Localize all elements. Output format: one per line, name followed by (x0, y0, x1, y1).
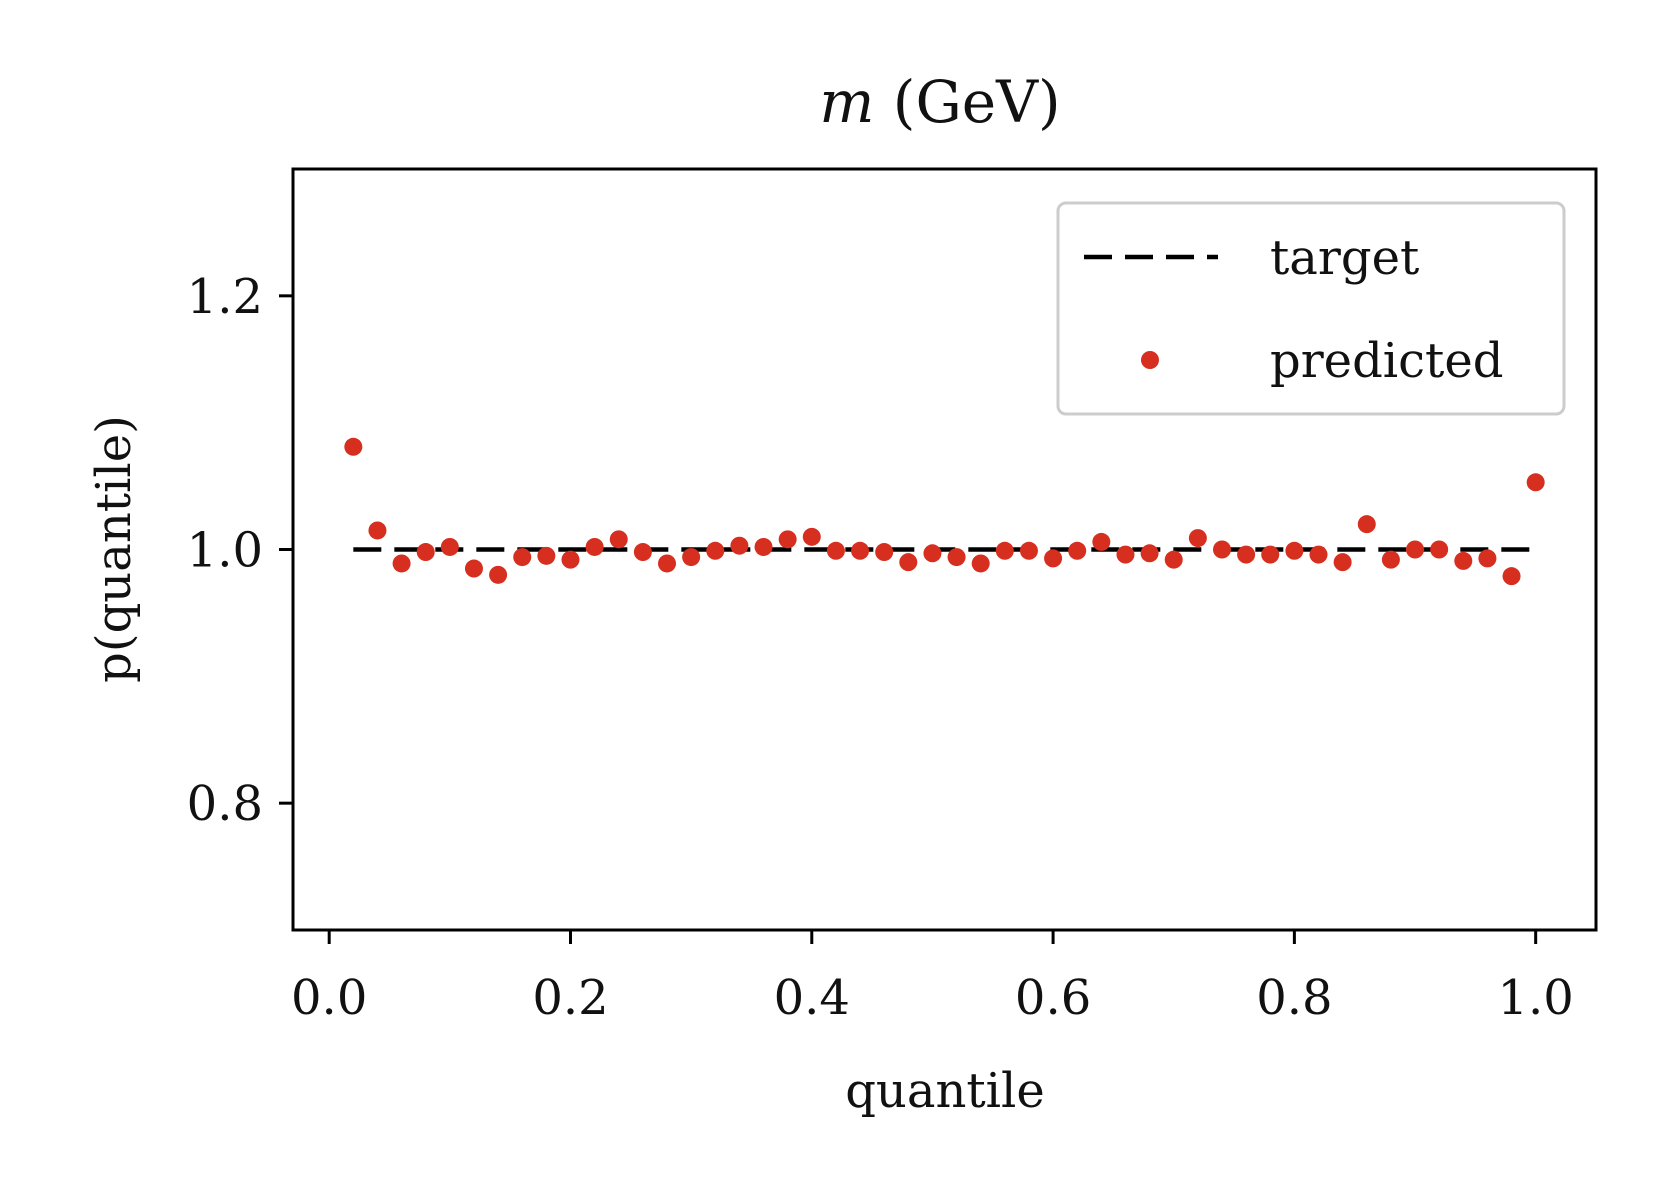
predicted-point (1381, 550, 1400, 569)
predicted-point (1068, 541, 1087, 560)
y-tick-label: 1.2 (187, 269, 263, 325)
predicted-point (537, 546, 556, 565)
predicted-point (1116, 545, 1135, 564)
predicted-point (1019, 541, 1038, 560)
predicted-point (1212, 540, 1231, 559)
x-tick-label: 0.2 (532, 970, 608, 1026)
predicted-point (1357, 515, 1376, 534)
legend-target-label: target (1270, 230, 1419, 286)
predicted-point (730, 536, 749, 555)
predicted-point (1430, 540, 1449, 559)
predicted-point (1478, 549, 1497, 568)
y-axis-label: p(quantile) (86, 415, 142, 683)
predicted-point (633, 543, 652, 562)
predicted-point (754, 537, 773, 556)
predicted-point (947, 548, 966, 567)
predicted-point (1188, 529, 1207, 548)
predicted-point (368, 521, 387, 540)
predicted-point (344, 437, 363, 456)
predicted-point (1526, 473, 1545, 492)
predicted-point (1406, 540, 1425, 559)
predicted-point (513, 548, 532, 567)
predicted-point (440, 537, 459, 556)
predicted-point (1333, 553, 1352, 572)
x-tick-label: 0.8 (1256, 970, 1332, 1026)
x-axis-label: quantile (845, 1063, 1045, 1119)
predicted-point (416, 543, 435, 562)
predicted-point (1261, 545, 1280, 564)
predicted-point (802, 527, 821, 546)
predicted-point (1140, 544, 1159, 563)
predicted-point (923, 544, 942, 563)
predicted-point (489, 565, 508, 584)
predicted-point (778, 530, 797, 549)
predicted-point (971, 554, 990, 573)
predicted-point (1237, 545, 1256, 564)
predicted-point (995, 541, 1014, 560)
chart-title: m (GeV) (819, 68, 1060, 136)
x-tick-label: 0.0 (291, 970, 367, 1026)
y-tick-label: 0.8 (187, 776, 263, 832)
x-tick-label: 0.4 (774, 970, 850, 1026)
predicted-point (899, 553, 918, 572)
predicted-point (875, 543, 894, 562)
predicted-point (706, 541, 725, 560)
predicted-point (609, 530, 628, 549)
x-tick-label: 0.6 (1015, 970, 1091, 1026)
legend-predicted-label: predicted (1270, 333, 1503, 389)
predicted-point (1454, 551, 1473, 570)
legend: target predicted (1056, 201, 1566, 416)
plot-frame (291, 167, 1598, 932)
chart-title-unit: (GeV) (874, 68, 1060, 136)
predicted-point (1285, 541, 1304, 560)
predicted-point (851, 541, 870, 560)
ticks-layer: 0.0 0.2 0.4 0.6 0.8 1.0 0.8 1.0 1.2 (187, 269, 1574, 1026)
predicted-points-layer (344, 437, 1545, 586)
predicted-point (826, 541, 845, 560)
predicted-point (585, 537, 604, 556)
predicted-point (1044, 549, 1063, 568)
predicted-point (561, 550, 580, 569)
predicted-point (464, 559, 483, 578)
chart-title-variable: m (819, 68, 874, 136)
predicted-point (658, 554, 677, 573)
predicted-point (1309, 545, 1328, 564)
predicted-point (1502, 567, 1521, 586)
y-tick-label: 1.0 (187, 523, 263, 579)
legend-predicted-swatch (1141, 351, 1159, 369)
predicted-point (682, 548, 701, 567)
predicted-point (1164, 550, 1183, 569)
predicted-point (392, 554, 411, 573)
predicted-point (1092, 532, 1111, 551)
x-tick-label: 1.0 (1498, 970, 1574, 1026)
